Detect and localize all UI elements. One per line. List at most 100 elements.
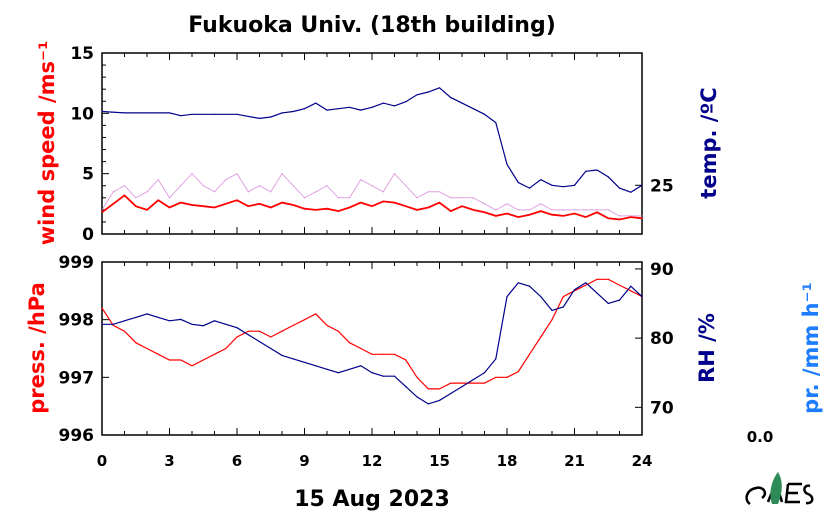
- rh-axis-label: RH /%: [695, 313, 719, 383]
- data-point: [540, 179, 542, 181]
- data-point: [438, 191, 441, 193]
- data-point: [292, 358, 294, 360]
- data-point: [506, 212, 508, 215]
- data-point: [303, 319, 306, 321]
- data-point: [472, 379, 474, 381]
- y-tick-label: 15: [70, 44, 94, 64]
- data-point: [157, 353, 159, 355]
- data-point: [438, 399, 441, 401]
- data-point: [270, 336, 272, 338]
- data-point: [326, 109, 328, 111]
- data-point: [326, 208, 328, 210]
- data-point: [180, 202, 182, 204]
- data-point: [270, 206, 272, 209]
- data-point: [393, 202, 396, 204]
- data-point: [225, 203, 227, 205]
- data-point: [258, 203, 261, 205]
- data-point: [135, 197, 137, 199]
- data-point: [123, 112, 126, 114]
- data-point: [360, 202, 362, 204]
- data-point: [382, 200, 384, 202]
- data-point: [596, 292, 598, 294]
- data-point: [450, 392, 452, 395]
- data-point: [157, 316, 159, 318]
- data-point: [641, 184, 643, 186]
- x-tick-label: 12: [362, 452, 383, 470]
- data-point: [416, 396, 418, 398]
- data-point: [146, 313, 148, 315]
- data-point: [168, 112, 171, 114]
- data-point: [528, 285, 531, 287]
- data-point: [438, 202, 441, 204]
- data-point: [337, 108, 339, 110]
- data-point: [596, 278, 598, 280]
- data-point: [225, 179, 227, 181]
- data-point: [157, 179, 159, 181]
- temp-axis-label: temp. /ºC: [697, 87, 721, 198]
- data-point: [393, 105, 396, 107]
- data-point: [326, 324, 328, 326]
- data-point: [191, 173, 193, 175]
- data-point: [450, 97, 452, 99]
- data-point: [123, 185, 126, 187]
- data-point: [551, 309, 553, 311]
- data-point: [472, 108, 474, 110]
- data-point: [382, 375, 384, 377]
- data-point: [371, 372, 373, 374]
- data-point: [247, 191, 249, 193]
- data-point: [450, 210, 452, 212]
- data-point: [483, 382, 486, 384]
- data-point: [630, 290, 632, 292]
- data-point: [112, 324, 114, 326]
- data-point: [168, 359, 171, 361]
- bottom-panel-frame: [101, 261, 643, 436]
- data-point: [326, 185, 328, 187]
- data-point: [495, 122, 497, 124]
- data-point: [517, 181, 519, 184]
- data-point: [202, 325, 204, 327]
- data-point: [607, 302, 609, 305]
- data-point: [337, 197, 339, 199]
- data-point: [618, 187, 621, 189]
- data-point: [281, 112, 283, 114]
- data-point: [371, 205, 373, 207]
- data-point: [123, 194, 126, 196]
- data-point: [315, 209, 317, 211]
- y-tick-label: 70: [650, 398, 674, 418]
- data-point: [191, 323, 193, 325]
- data-point: [551, 184, 553, 186]
- data-point: [348, 197, 351, 199]
- data-point: [562, 306, 564, 308]
- data-point: [382, 102, 384, 104]
- data-point: [258, 185, 261, 187]
- series-wind-speed-avg-: [101, 194, 643, 221]
- data-point: [281, 354, 283, 356]
- data-point: [405, 101, 407, 103]
- date-label: 15 Aug 2023: [294, 487, 450, 512]
- data-point: [573, 209, 576, 211]
- data-point: [135, 316, 137, 318]
- data-point: [562, 209, 564, 211]
- tick-marks: [101, 52, 643, 436]
- data-point: [270, 347, 272, 350]
- x-tick-label: 21: [564, 452, 585, 470]
- data-point: [303, 108, 306, 110]
- data-point: [360, 179, 362, 181]
- wind-axis-label: wind speed /ms⁻¹: [35, 41, 59, 246]
- data-point: [281, 173, 283, 175]
- data-point: [472, 382, 474, 384]
- data-point: [101, 110, 103, 113]
- data-point: [585, 284, 587, 286]
- data-point: [236, 327, 238, 329]
- data-point: [180, 318, 182, 320]
- x-tick-label: 6: [232, 452, 242, 470]
- data-point: [112, 323, 114, 325]
- data-point: [371, 353, 373, 355]
- data-point: [461, 102, 463, 104]
- data-point: [641, 217, 643, 219]
- data-point: [607, 176, 609, 178]
- data-point: [270, 191, 272, 193]
- data-point: [247, 330, 249, 332]
- data-point: [315, 313, 317, 315]
- data-point: [393, 353, 396, 355]
